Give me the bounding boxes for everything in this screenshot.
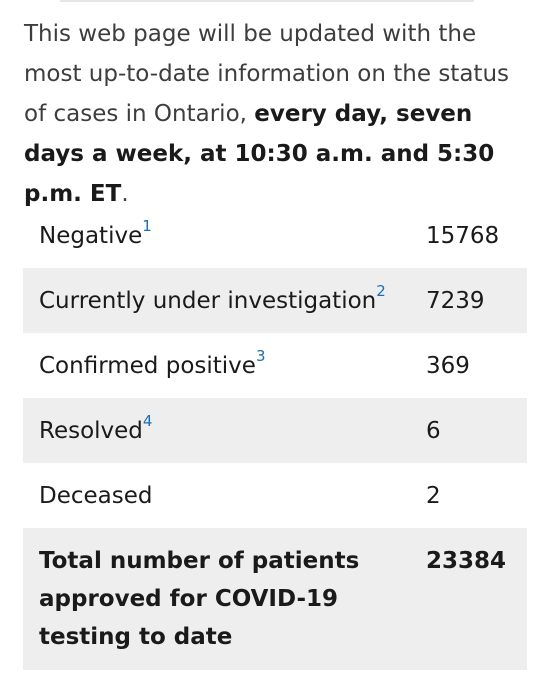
case-status-table: Negative1 15768 Currently under investig… [23,203,527,670]
row-value: 2 [426,482,441,509]
intro-paragraph: This web page will be updated with the m… [24,14,534,214]
footnote-link[interactable]: 1 [142,216,152,235]
row-value: 6 [426,398,527,463]
row-label: Confirmed positive3 [39,346,266,379]
intro-schedule-text: every day, seven days a week, at 10:30 a… [24,101,495,207]
total-value: 23384 [426,528,527,670]
table-row-confirmed-positive: Confirmed positive3 369 [23,333,527,398]
row-label: Currently under investigation2 [23,268,426,333]
row-label: Deceased [39,482,153,509]
row-value: 7239 [426,268,527,333]
top-divider [60,0,474,2]
table-row-under-investigation: Currently under investigation2 7239 [23,268,527,333]
table-row-total: Total number of patients approved for CO… [23,528,527,670]
row-label: Resolved4 [23,398,426,463]
table-row-resolved: Resolved4 6 [23,398,527,463]
intro-text: This web page will be updated with the m… [24,21,509,127]
footnote-link[interactable]: 2 [376,281,386,300]
row-value: 15768 [426,222,500,249]
total-label: Total number of patients approved for CO… [23,528,426,670]
footnote-link[interactable]: 3 [255,346,266,365]
footnote-link[interactable]: 4 [142,411,153,430]
row-label: Negative1 [39,216,152,249]
table-row-deceased: Deceased 2 [23,463,527,528]
table-row-negative: Negative1 15768 [23,203,527,268]
intro-end: . [121,181,129,207]
row-value: 369 [426,352,470,379]
